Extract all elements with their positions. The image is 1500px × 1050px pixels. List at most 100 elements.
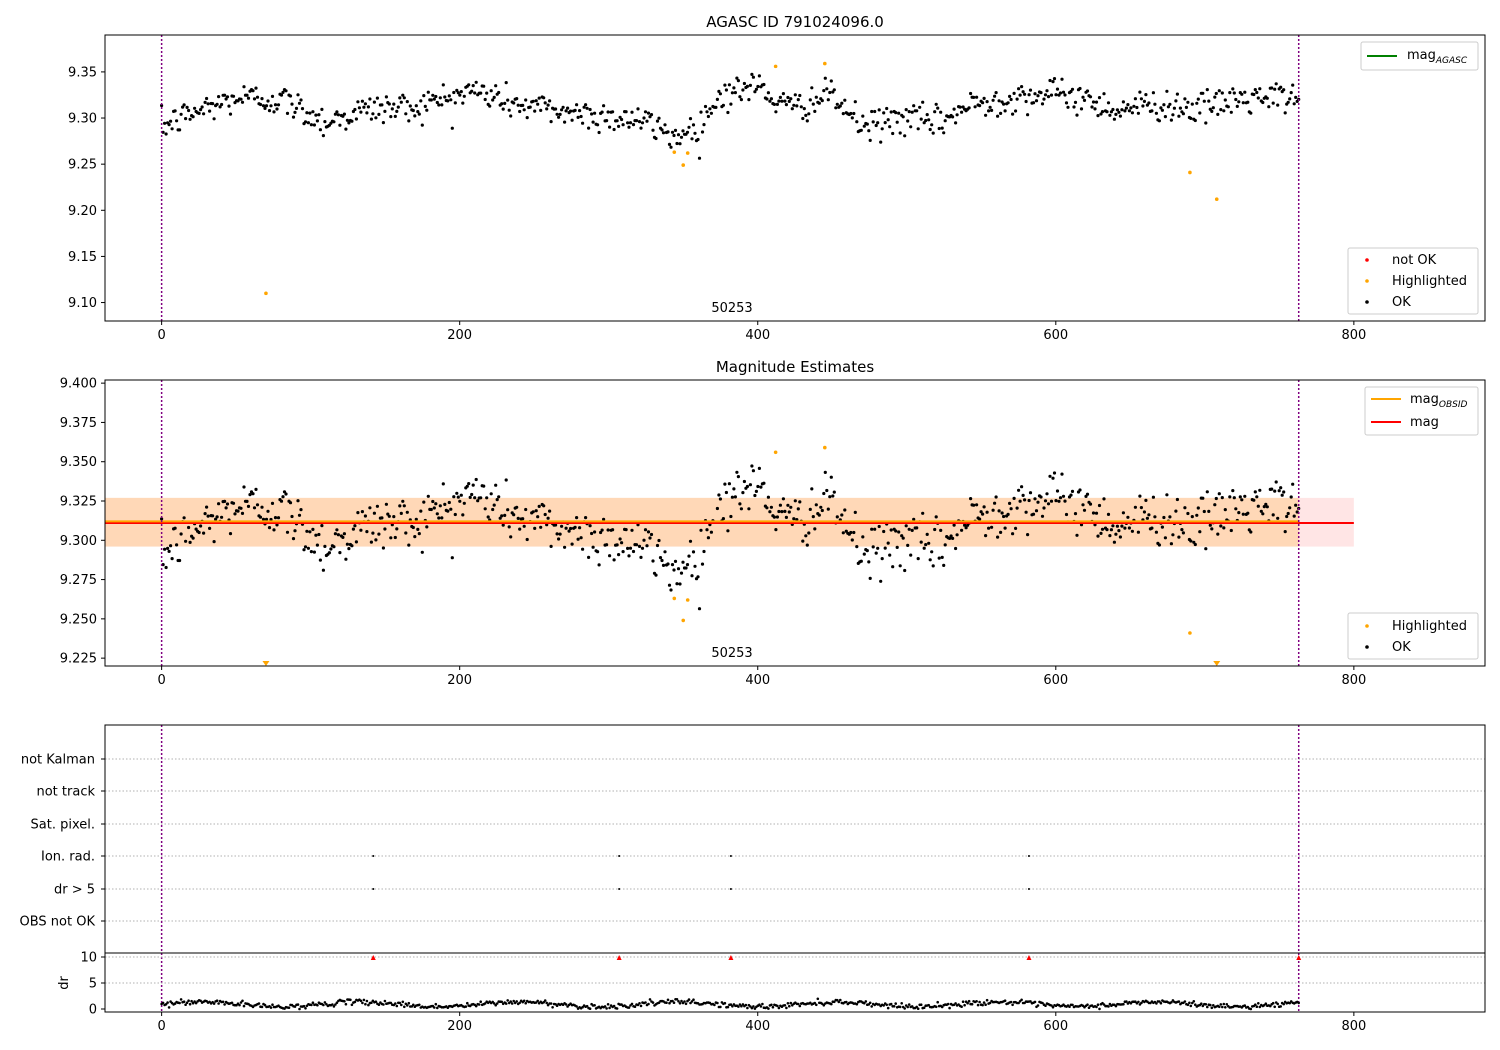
ok-point	[813, 109, 817, 113]
dr-point	[767, 1007, 770, 1010]
flag-row-label: dr > 5	[54, 883, 95, 898]
ok-point	[1177, 535, 1181, 539]
ok-point	[835, 102, 839, 106]
ok-point	[934, 515, 938, 519]
highlighted-point	[672, 150, 677, 154]
ok-point	[630, 528, 634, 532]
ok-point	[220, 102, 224, 107]
ok-point	[425, 108, 429, 112]
ok-point	[865, 122, 869, 126]
ok-point	[440, 103, 444, 107]
ok-point	[596, 550, 600, 554]
dr-point	[916, 1007, 920, 1010]
ok-point	[575, 516, 579, 520]
dr-point	[524, 1001, 527, 1005]
ok-point	[984, 113, 988, 117]
ok-point	[494, 483, 498, 487]
dr-point	[395, 1004, 399, 1008]
dr-point	[506, 999, 510, 1002]
dr-point	[1255, 1005, 1259, 1008]
ok-point	[1174, 99, 1178, 103]
ok-point	[512, 513, 516, 517]
dr-point	[680, 999, 683, 1003]
dr-point	[298, 1007, 301, 1011]
dr-point	[382, 1003, 385, 1006]
ok-point	[840, 101, 844, 105]
ok-point	[643, 528, 648, 532]
ok-point	[1165, 89, 1169, 93]
ok-point	[486, 515, 490, 519]
ok-point	[784, 103, 789, 107]
ok-point	[738, 95, 742, 99]
ok-point	[273, 516, 278, 520]
ok-point	[420, 123, 424, 127]
ok-point	[342, 532, 346, 536]
ok-point	[321, 568, 325, 572]
ok-point	[727, 83, 732, 87]
ok-point	[363, 102, 367, 106]
dr-point	[184, 1003, 187, 1006]
ok-point	[1117, 110, 1121, 114]
ok-point	[1042, 97, 1046, 101]
ok-point	[606, 528, 610, 532]
ok-point	[1229, 110, 1233, 114]
dr-point	[164, 1003, 168, 1006]
ok-point	[587, 555, 591, 560]
ok-point	[611, 528, 615, 532]
ok-point	[933, 110, 937, 114]
ok-point	[387, 514, 391, 518]
ok-point	[793, 93, 797, 97]
dr-point	[966, 1001, 969, 1005]
ok-point	[879, 579, 883, 583]
ok-point	[341, 535, 345, 540]
ok-point	[242, 85, 246, 89]
y-tick-label: 9.25	[68, 158, 97, 173]
dr-point	[1276, 1002, 1279, 1006]
ok-point	[1189, 116, 1193, 120]
ok-point	[991, 98, 995, 102]
ok-point	[1027, 498, 1031, 503]
ok-point	[990, 525, 994, 529]
ok-point	[1190, 102, 1194, 106]
ok-point	[706, 114, 711, 119]
ok-point	[276, 516, 281, 520]
x-tick-label: 400	[745, 673, 770, 688]
ok-point	[985, 510, 989, 514]
ok-point	[323, 120, 327, 124]
ok-point	[522, 108, 526, 112]
ok-point	[426, 494, 430, 498]
ok-point	[685, 130, 690, 134]
ok-point	[657, 538, 661, 543]
ok-point	[365, 111, 369, 115]
ok-point	[757, 466, 762, 470]
ok-point	[432, 97, 436, 101]
ok-point	[1138, 90, 1142, 94]
ok-point	[943, 543, 947, 547]
ok-point	[191, 115, 195, 119]
flag-row-label: Sat. pixel.	[31, 818, 95, 833]
ok-point	[1177, 114, 1181, 118]
dr-point	[961, 1000, 965, 1003]
dr-point	[212, 1002, 216, 1005]
ok-point	[780, 99, 784, 103]
ok-point	[745, 484, 750, 489]
ok-point	[910, 110, 914, 114]
dr-point	[738, 1003, 742, 1006]
ok-point	[497, 90, 501, 95]
ok-point	[934, 102, 938, 106]
ok-point	[1045, 89, 1049, 93]
dr-point	[731, 1005, 734, 1008]
ok-point	[1253, 88, 1257, 92]
ok-point	[303, 120, 308, 124]
ok-point	[718, 92, 723, 96]
ok-point	[273, 103, 278, 107]
ok-point	[1222, 109, 1226, 113]
ok-point	[1286, 511, 1290, 516]
ok-point	[1061, 90, 1066, 94]
dr-point	[1201, 1004, 1205, 1008]
dr-point	[1254, 1003, 1257, 1006]
ok-point	[518, 527, 522, 531]
dr-point	[752, 1005, 755, 1008]
ok-point	[1160, 525, 1164, 529]
ok-point	[1042, 506, 1046, 510]
